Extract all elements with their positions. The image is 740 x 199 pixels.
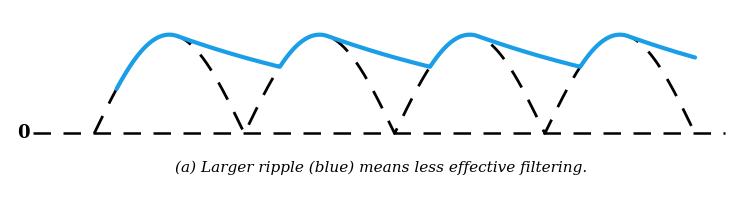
Text: 0: 0 [17,125,30,142]
Text: (a) Larger ripple (blue) means less effective filtering.: (a) Larger ripple (blue) means less effe… [175,161,588,176]
